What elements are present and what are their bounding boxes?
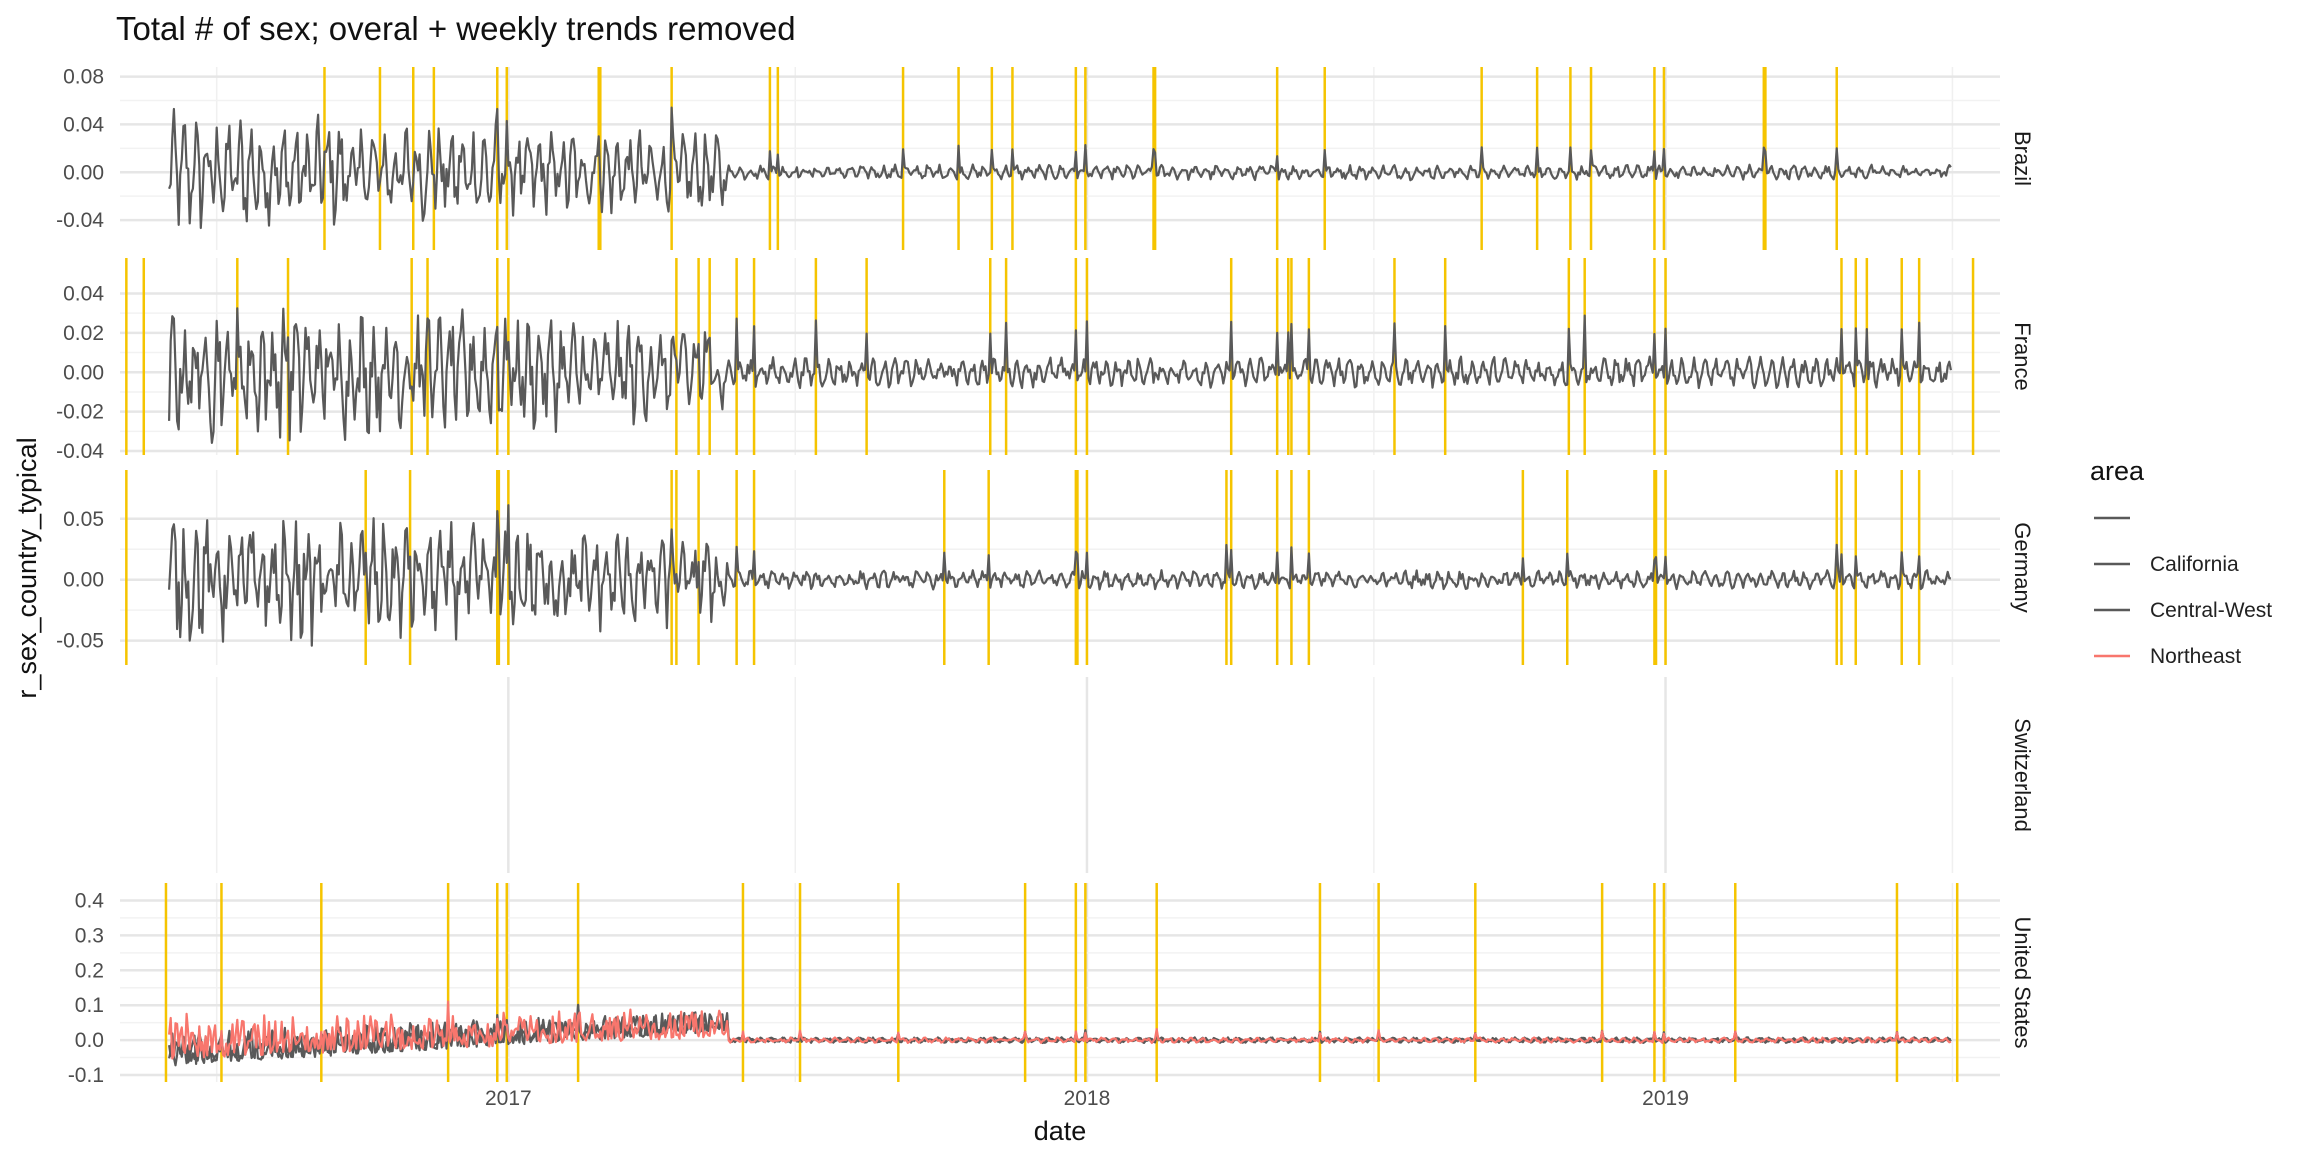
y-tick-label: 0.02 <box>63 322 104 345</box>
series-line-unnamed <box>168 106 1952 230</box>
facet-switzerland: Switzerland <box>215 677 2035 873</box>
series-line-unnamed <box>168 504 1952 647</box>
y-tick-label: 0.05 <box>63 508 104 531</box>
y-tick-label: 0.04 <box>63 282 104 305</box>
facet-france: 0.04 0.02 0.00 -0.02 -0.04 France <box>56 258 2035 463</box>
y-tick-label: 0.1 <box>75 994 104 1017</box>
facet-germany: 0.05 0.00 -0.05 Germany <box>56 470 2035 665</box>
legend: area California Central-West Northeast <box>2090 456 2272 668</box>
x-tick-label: 2018 <box>1064 1087 1111 1110</box>
legend-entry-label: Northeast <box>2150 645 2241 668</box>
legend-entry-label: California <box>2150 553 2239 576</box>
series-line-northeast <box>168 1000 1952 1060</box>
y-tick-label: 0.08 <box>63 66 104 89</box>
series-line-central-west <box>168 1004 1952 1066</box>
y-tick-label: -0.1 <box>68 1064 104 1087</box>
series-line-california <box>168 1003 1951 1067</box>
y-axis-title: r_sex_country_typical <box>12 437 42 698</box>
facet-united-states: 0.4 0.3 0.2 0.1 0.0 -0.1 United States <box>68 883 2035 1087</box>
facet-strip-label: Switzerland <box>2010 718 2035 832</box>
legend-entry-label: Central-West <box>2150 599 2272 622</box>
y-tick-label: -0.04 <box>56 440 104 463</box>
legend-title: area <box>2090 456 2145 486</box>
facet-brazil: 0.08 0.04 0.00 -0.04 Brazil <box>56 66 2035 250</box>
x-tick-label: 2017 <box>485 1087 532 1110</box>
x-tick-label: 2019 <box>1642 1087 1689 1110</box>
y-tick-label: 0.00 <box>63 569 104 592</box>
y-tick-label: 0.4 <box>75 889 105 912</box>
y-tick-label: -0.02 <box>56 401 104 424</box>
facet-strip-label: Brazil <box>2010 131 2035 186</box>
series-line-unnamed <box>168 307 1952 444</box>
y-tick-label: -0.04 <box>56 209 104 232</box>
facet-strip-label: France <box>2010 322 2035 390</box>
y-tick-label: 0.3 <box>75 924 104 947</box>
facet-strip-label: Germany <box>2010 522 2035 612</box>
x-axis: 2017 2018 2019 <box>485 1087 1689 1110</box>
x-axis-title: date <box>1034 1116 1087 1146</box>
y-tick-label: 0.04 <box>63 113 104 136</box>
y-tick-label: 0.00 <box>63 361 104 384</box>
facet-panels: 0.08 0.04 0.00 -0.04 Brazil 0.04 0.02 0.00 -0.02… <box>56 66 2035 1087</box>
facet-strip-label: United States <box>2010 916 2035 1048</box>
y-tick-label: 0.00 <box>63 161 104 184</box>
y-tick-label: 0.2 <box>75 959 104 982</box>
y-tick-label: 0.0 <box>75 1029 104 1052</box>
y-tick-label: -0.05 <box>56 630 104 653</box>
chart-title: Total # of sex; overal + weekly trends r… <box>116 10 796 47</box>
